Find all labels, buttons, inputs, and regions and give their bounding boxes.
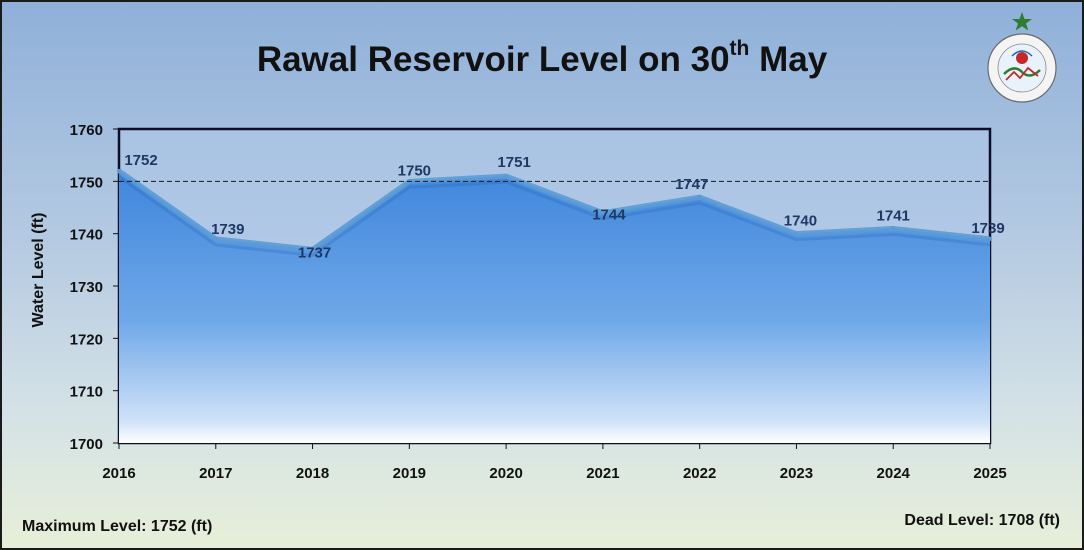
data-label: 1739 [211,221,244,238]
data-point [504,174,509,179]
data-label: 1747 [675,176,708,193]
data-label: 1739 [971,220,1004,237]
data-label: 1750 [398,162,431,179]
chart-title-tail: May [749,40,828,79]
y-tick-label: 1750 [70,174,103,191]
data-label: 1752 [124,152,157,169]
data-point [697,195,702,200]
pmd-emblem-icon [987,12,1057,103]
x-tick-label: 2025 [973,465,1006,482]
data-point [891,226,896,231]
y-tick-label: 1720 [70,331,103,348]
series-shadow [118,175,991,257]
x-tick-label: 2018 [296,465,329,482]
data-label: 1751 [497,154,530,171]
series-line [117,168,991,252]
data-label: 1737 [298,244,331,261]
chart-title-sup: th [729,37,750,61]
y-tick-label: 1760 [70,122,103,139]
area-fill [119,170,990,443]
x-tick-label: 2020 [489,465,522,482]
data-point [988,236,992,241]
data-point [310,247,315,252]
y-tick-label: 1740 [70,227,103,244]
data-label: 1741 [877,207,910,224]
data-label: 1744 [592,207,626,224]
x-tick-label: 2016 [102,465,135,482]
x-tick-label: 2017 [199,465,232,482]
chart-title-main: Rawal Reservoir Level on 30 [256,40,730,79]
y-tick-label: 1730 [70,279,103,296]
x-tick-label: 2019 [393,465,426,482]
y-tick-label: 1700 [70,436,103,453]
data-point [117,168,121,173]
x-tick-label: 2021 [586,465,619,482]
data-label: 1740 [784,213,817,230]
data-point [213,236,218,241]
data-point [794,231,799,236]
chart-title: Rawal Reservoir Level on 30th May [2,37,1082,80]
y-tick-label: 1710 [70,384,103,401]
x-tick-label: 2024 [877,465,911,482]
x-tick-label: 2022 [683,465,716,482]
dead-level-note: Dead Level: 1708 (ft) [904,512,1060,529]
max-level-note: Maximum Level: 1752 (ft) [22,518,213,535]
y-axis-label: Water Level (ft) [30,213,47,328]
data-point [600,210,605,215]
x-tick-label: 2023 [780,465,813,482]
